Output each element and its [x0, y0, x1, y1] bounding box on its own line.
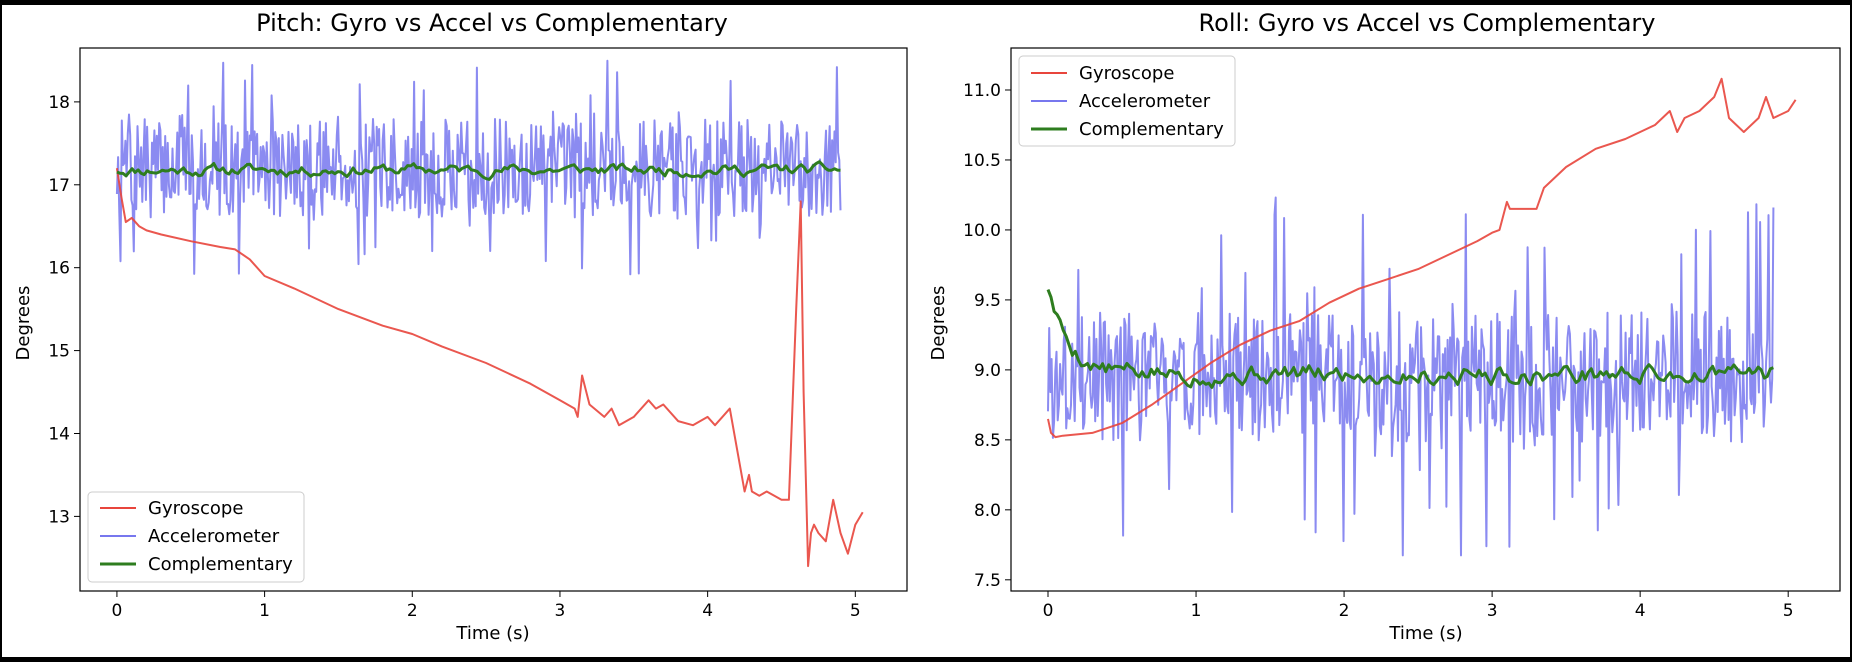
- chart-title: Pitch: Gyro vs Accel vs Complementary: [256, 9, 728, 37]
- legend-box: [1018, 55, 1236, 147]
- x-tick-label: 2: [407, 601, 418, 621]
- y-tick-label: 8.5: [974, 431, 1001, 451]
- x-tick-label: 1: [259, 601, 270, 621]
- figure: Pitch: Gyro vs Accel vs Complementary 0 1…: [2, 5, 1850, 657]
- y-axis-ticks: 13 14 15 16 17 18: [48, 93, 80, 527]
- x-tick-label: 0: [1043, 601, 1054, 621]
- pitch-chart: Pitch: Gyro vs Accel vs Complementary 0 1…: [13, 9, 908, 644]
- y-tick-label: 7.5: [974, 571, 1001, 591]
- y-tick-label: 15: [48, 342, 70, 362]
- legend: Gyroscope Accelerometer Complementary: [1018, 55, 1236, 147]
- y-tick-label: 10.5: [963, 151, 1001, 171]
- legend-label-accelerometer: Accelerometer: [1079, 91, 1211, 112]
- x-tick-label: 3: [1487, 601, 1498, 621]
- series-line-complementary: [116, 160, 841, 181]
- legend-box: [87, 491, 305, 583]
- x-tick-label: 2: [1339, 601, 1350, 621]
- x-tick-label: 4: [702, 601, 713, 621]
- plot-lines: [115, 59, 864, 568]
- series-line-accelerometer: [1047, 196, 1775, 557]
- y-axis-label: Degrees: [928, 286, 949, 361]
- x-axis-ticks: 0 1 2 3 4 5: [112, 591, 861, 621]
- legend-label-complementary: Complementary: [148, 554, 293, 575]
- series-line-gyroscope: [1047, 77, 1797, 439]
- legend-label-accelerometer: Accelerometer: [148, 526, 280, 547]
- x-tick-label: 3: [555, 601, 566, 621]
- legend-label-gyroscope: Gyroscope: [148, 498, 243, 519]
- y-axis-ticks: 7.5 8.0 8.5 9.0 9.5 10.0 10.5 11.0: [963, 81, 1011, 591]
- y-tick-label: 8.0: [974, 501, 1001, 521]
- x-tick-label: 1: [1191, 601, 1202, 621]
- series-line-complementary: [1046, 289, 1774, 389]
- x-axis-ticks: 0 1 2 3 4 5: [1043, 591, 1794, 621]
- x-tick-label: 5: [850, 601, 861, 621]
- roll-chart: Roll: Gyro vs Accel vs Complementary 0 1 2…: [928, 9, 1841, 644]
- x-axis-label: Time (s): [455, 623, 529, 644]
- series-line-gyroscope: [115, 168, 864, 568]
- plot-lines: [1046, 77, 1797, 557]
- x-axis-label: Time (s): [1388, 623, 1462, 644]
- y-tick-label: 16: [48, 259, 70, 279]
- x-tick-label: 0: [112, 601, 123, 621]
- y-tick-label: 10.0: [963, 221, 1001, 241]
- y-tick-label: 11.0: [963, 81, 1001, 101]
- x-tick-label: 5: [1783, 601, 1794, 621]
- y-tick-label: 18: [48, 93, 70, 113]
- x-tick-label: 4: [1635, 601, 1646, 621]
- y-tick-label: 14: [48, 424, 70, 444]
- legend-label-complementary: Complementary: [1079, 119, 1224, 140]
- y-tick-label: 13: [48, 507, 70, 527]
- figure-canvas: Pitch: Gyro vs Accel vs Complementary 0 1…: [13, 9, 1841, 644]
- y-tick-label: 9.0: [974, 361, 1001, 381]
- y-axis-label: Degrees: [13, 286, 34, 361]
- y-tick-label: 17: [48, 176, 70, 196]
- chart-title: Roll: Gyro vs Accel vs Complementary: [1199, 9, 1656, 37]
- y-tick-label: 9.5: [974, 291, 1001, 311]
- legend: Gyroscope Accelerometer Complementary: [87, 491, 305, 583]
- legend-label-gyroscope: Gyroscope: [1079, 63, 1174, 84]
